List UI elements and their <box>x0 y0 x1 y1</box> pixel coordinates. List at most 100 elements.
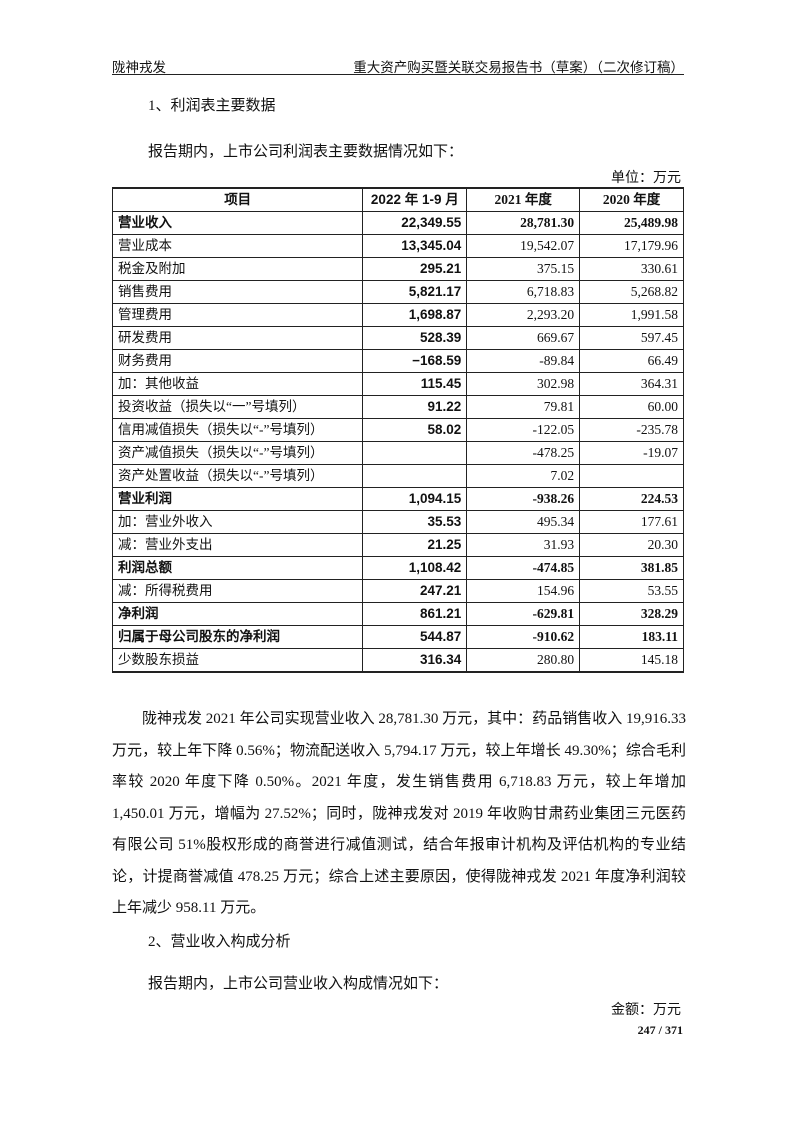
table-row: 研发费用 528.39 669.67 597.45 <box>111 326 684 350</box>
row-item-label: 减：所得税费用 <box>111 579 364 603</box>
value-2022: −168.59 <box>362 349 468 373</box>
value-2022: 58.02 <box>362 418 468 442</box>
value-2020: 25,489.98 <box>579 211 684 235</box>
table-row: 税金及附加 295.21 375.15 330.61 <box>111 257 684 281</box>
row-item-label: 净利润 <box>111 602 364 626</box>
value-2020: 145.18 <box>579 648 684 673</box>
value-2020: 183.11 <box>579 625 684 649</box>
income-statement-table: 项目 2022 年 1-9 月 2021 年度 2020 年度 营业收入 22,3… <box>111 187 684 673</box>
value-2022 <box>362 441 468 465</box>
table-row: 资产减值损失（损失以“-”号填列） -478.25 -19.07 <box>111 441 684 465</box>
value-2022: 91.22 <box>362 395 468 419</box>
value-2021: -89.84 <box>466 349 581 373</box>
value-2021: 6,718.83 <box>466 280 581 304</box>
value-2021: 154.96 <box>466 579 581 603</box>
value-2021: 280.80 <box>466 648 581 673</box>
row-item-label: 加：营业外收入 <box>111 510 364 534</box>
table-row: 加：营业外收入 35.53 495.34 177.61 <box>111 510 684 534</box>
table-row: 销售费用 5,821.17 6,718.83 5,268.82 <box>111 280 684 304</box>
value-2022: 1,108.42 <box>362 556 468 580</box>
value-2021: 302.98 <box>466 372 581 396</box>
table-header-row: 项目 2022 年 1-9 月 2021 年度 2020 年度 <box>111 187 684 212</box>
table-row: 减：所得税费用 247.21 154.96 53.55 <box>111 579 684 603</box>
page-number: 247 / 371 <box>637 1023 683 1037</box>
section1-intro: 报告期内，上市公司利润表主要数据情况如下： <box>148 144 464 160</box>
value-2021: 669.67 <box>466 326 581 350</box>
value-2022: 1,094.15 <box>362 487 468 511</box>
row-item-label: 研发费用 <box>111 326 364 350</box>
row-item-label: 投资收益（损失以“一”号填列） <box>111 395 364 419</box>
value-2020: 381.85 <box>579 556 684 580</box>
value-2020: 53.55 <box>579 579 684 603</box>
value-2021: 375.15 <box>466 257 581 281</box>
table-row: 信用减值损失（损失以“-”号填列） 58.02 -122.05 -235.78 <box>111 418 684 442</box>
value-2021: -910.62 <box>466 625 581 649</box>
table-row: 少数股东损益 316.34 280.80 145.18 <box>111 648 684 673</box>
table-row: 净利润 861.21 -629.81 328.29 <box>111 602 684 626</box>
value-2021: 19,542.07 <box>466 234 581 258</box>
value-2021: -938.26 <box>466 487 581 511</box>
row-item-label: 少数股东损益 <box>111 648 364 673</box>
row-item-label: 归属于母公司股东的净利润 <box>111 625 364 649</box>
value-2021: -122.05 <box>466 418 581 442</box>
row-item-label: 减：营业外支出 <box>111 533 364 557</box>
value-2022: 1,698.87 <box>362 303 468 327</box>
value-2022: 861.21 <box>362 602 468 626</box>
value-2020: 60.00 <box>579 395 684 419</box>
section2-unit: 金额：万元 <box>611 1003 681 1018</box>
section1-unit: 单位：万元 <box>611 171 681 186</box>
value-2022: 5,821.17 <box>362 280 468 304</box>
value-2022: 528.39 <box>362 326 468 350</box>
table-row: 管理费用 1,698.87 2,293.20 1,991.58 <box>111 303 684 327</box>
row-item-label: 财务费用 <box>111 349 364 373</box>
value-2021: -478.25 <box>466 441 581 465</box>
value-2020: 330.61 <box>579 257 684 281</box>
row-item-label: 营业收入 <box>111 211 364 235</box>
table-row: 投资收益（损失以“一”号填列） 91.22 79.81 60.00 <box>111 395 684 419</box>
col-header-2022: 2022 年 1-9 月 <box>362 187 468 212</box>
value-2022: 316.34 <box>362 648 468 673</box>
value-2020: 364.31 <box>579 372 684 396</box>
value-2020: 597.45 <box>579 326 684 350</box>
value-2021: -474.85 <box>466 556 581 580</box>
value-2021: 28,781.30 <box>466 211 581 235</box>
value-2022: 35.53 <box>362 510 468 534</box>
row-item-label: 资产减值损失（损失以“-”号填列） <box>111 441 364 465</box>
col-header-2021: 2021 年度 <box>466 187 581 212</box>
value-2020: 66.49 <box>579 349 684 373</box>
row-item-label: 加：其他收益 <box>111 372 364 396</box>
value-2020: 177.61 <box>579 510 684 534</box>
row-item-label: 税金及附加 <box>111 257 364 281</box>
header-doc-title: 重大资产购买暨关联交易报告书（草案）（二次修订稿） <box>353 60 684 75</box>
table-row: 减：营业外支出 21.25 31.93 20.30 <box>111 533 684 557</box>
row-item-label: 营业成本 <box>111 234 364 258</box>
section1-title: 1、利润表主要数据 <box>148 98 276 114</box>
value-2020: 1,991.58 <box>579 303 684 327</box>
value-2021: 2,293.20 <box>466 303 581 327</box>
row-item-label: 利润总额 <box>111 556 364 580</box>
table-row: 营业收入 22,349.55 28,781.30 25,489.98 <box>111 211 684 235</box>
value-2020: 5,268.82 <box>579 280 684 304</box>
value-2020: 224.53 <box>579 487 684 511</box>
value-2022: 13,345.04 <box>362 234 468 258</box>
row-item-label: 管理费用 <box>111 303 364 327</box>
table-row: 归属于母公司股东的净利润 544.87 -910.62 183.11 <box>111 625 684 649</box>
value-2022 <box>362 464 468 488</box>
col-header-2020: 2020 年度 <box>579 187 684 212</box>
value-2020 <box>579 464 684 488</box>
value-2021: 79.81 <box>466 395 581 419</box>
value-2022: 295.21 <box>362 257 468 281</box>
analysis-paragraph: 陇神戎发 2021 年公司实现营业收入 28,781.30 万元，其中：药品销售… <box>112 711 686 916</box>
section2-title: 2、营业收入构成分析 <box>148 934 291 950</box>
value-2021: 31.93 <box>466 533 581 557</box>
page-header: 陇神戎发 重大资产购买暨关联交易报告书（草案）（二次修订稿） <box>112 54 684 75</box>
value-2022: 21.25 <box>362 533 468 557</box>
header-company: 陇神戎发 <box>112 60 166 75</box>
table-row: 资产处置收益（损失以“-”号填列） 7.02 <box>111 464 684 488</box>
value-2020: 20.30 <box>579 533 684 557</box>
value-2022: 115.45 <box>362 372 468 396</box>
row-item-label: 信用减值损失（损失以“-”号填列） <box>111 418 364 442</box>
section2-intro: 报告期内，上市公司营业收入构成情况如下： <box>148 976 449 992</box>
table-row: 加：其他收益 115.45 302.98 364.31 <box>111 372 684 396</box>
value-2021: 495.34 <box>466 510 581 534</box>
